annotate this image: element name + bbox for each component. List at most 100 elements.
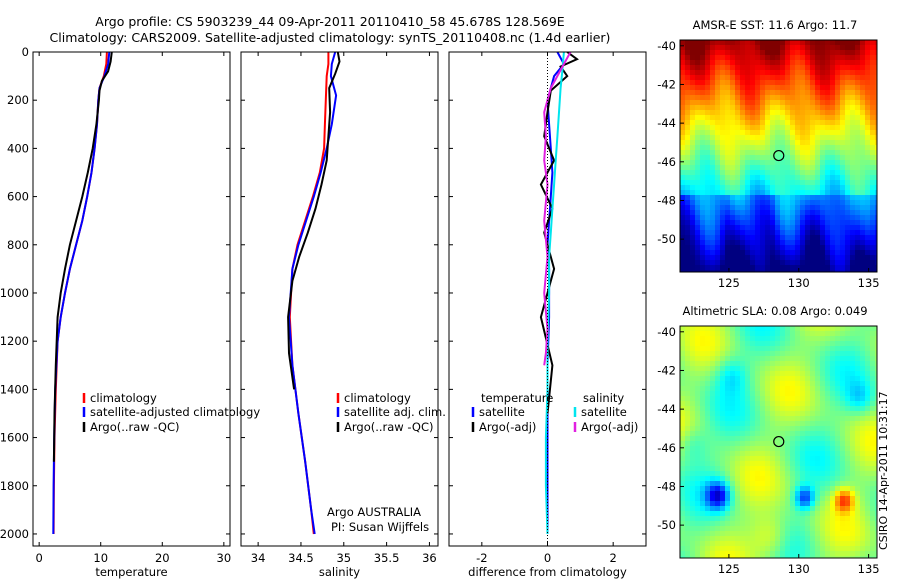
sla_map-cell bbox=[725, 361, 731, 367]
sla_map-cell bbox=[680, 366, 686, 372]
sla_map-cell bbox=[830, 516, 836, 522]
sla_map-cell bbox=[690, 446, 696, 452]
sst_map-cell bbox=[720, 240, 726, 246]
sla_map-cell bbox=[780, 511, 786, 517]
sla_map-cell bbox=[735, 431, 741, 437]
sla_map-cell bbox=[740, 516, 746, 522]
sla_map-cell bbox=[705, 351, 711, 357]
sla_map-cell bbox=[690, 501, 696, 507]
sst_map-cell bbox=[805, 265, 811, 271]
sla_map-cell bbox=[845, 421, 851, 427]
sst_map-cell bbox=[735, 45, 741, 51]
sst_map-cell bbox=[865, 190, 871, 196]
sla_map-cell bbox=[710, 366, 716, 372]
sla_map-cell bbox=[720, 511, 726, 517]
sla_map-cell bbox=[725, 446, 731, 452]
sla_map-cell bbox=[825, 426, 831, 432]
sla_map-cell bbox=[825, 501, 831, 507]
sla_map-cell bbox=[685, 466, 691, 472]
sla_map-cell bbox=[765, 531, 771, 537]
sst_map-xtick-label: 130 bbox=[788, 276, 810, 290]
sla_map-cell bbox=[705, 356, 711, 362]
sla_map-cell bbox=[850, 396, 856, 402]
sst_map-cell bbox=[740, 100, 746, 106]
sst_map-cell bbox=[830, 95, 836, 101]
sla_map-cell bbox=[770, 471, 776, 477]
sst_map-cell bbox=[745, 240, 751, 246]
sst_map-cell bbox=[725, 250, 731, 256]
sla_map-cell bbox=[760, 476, 766, 482]
sla_map-cell bbox=[790, 416, 796, 422]
sst_map-cell bbox=[705, 45, 711, 51]
sst_map-cell bbox=[850, 180, 856, 186]
sla_map-cell bbox=[870, 461, 876, 467]
sst_map-cell bbox=[850, 250, 856, 256]
sst_map-cell bbox=[850, 170, 856, 176]
sla_map-cell bbox=[760, 486, 766, 492]
sla_map-cell bbox=[680, 351, 686, 357]
sst_map-cell bbox=[710, 140, 716, 146]
sst_map-cell bbox=[840, 205, 846, 211]
sst_map-cell bbox=[755, 95, 761, 101]
sst_map-cell bbox=[875, 250, 877, 256]
sla_map-cell bbox=[740, 351, 746, 357]
sst_map-cell bbox=[695, 105, 701, 111]
sla_map-cell bbox=[730, 436, 736, 442]
sst_map-cell bbox=[800, 150, 806, 156]
sst_map-cell bbox=[830, 230, 836, 236]
sst_map-cell bbox=[795, 135, 801, 141]
sla_map-cell bbox=[795, 381, 801, 387]
sst_map-cell bbox=[840, 65, 846, 71]
sst_map-cell bbox=[860, 60, 866, 66]
sla_map-cell bbox=[700, 441, 706, 447]
sla_map-cell bbox=[740, 496, 746, 502]
sst_map-cell bbox=[780, 225, 786, 231]
sst_map-cell bbox=[870, 120, 876, 126]
sla_map-cell bbox=[860, 521, 866, 527]
sst_map-cell bbox=[845, 145, 851, 151]
sst_map-cell bbox=[870, 175, 876, 181]
sla_map-cell bbox=[705, 346, 711, 352]
sla_map-cell bbox=[800, 436, 806, 442]
sst_map-cell bbox=[830, 70, 836, 76]
sst_map-cell bbox=[690, 85, 696, 91]
sla_map-cell bbox=[765, 371, 771, 377]
sst_map-cell bbox=[775, 120, 781, 126]
sst_map-cell bbox=[760, 105, 766, 111]
sst_map-cell bbox=[710, 225, 716, 231]
sst_map-cell bbox=[725, 45, 731, 51]
sla_map-cell bbox=[700, 356, 706, 362]
sla_map-cell bbox=[820, 486, 826, 492]
sla_map-cell bbox=[755, 421, 761, 427]
sla_map-cell bbox=[750, 461, 756, 467]
sst_map-cell bbox=[730, 70, 736, 76]
sst_map-cell bbox=[805, 90, 811, 96]
sla_map-cell bbox=[870, 361, 876, 367]
sla_map-cell bbox=[830, 341, 836, 347]
sst_map-cell bbox=[695, 45, 701, 51]
sst_map-cell bbox=[815, 185, 821, 191]
sla_map-cell bbox=[755, 516, 761, 522]
sla_map-cell bbox=[785, 356, 791, 362]
sla_map-cell bbox=[710, 361, 716, 367]
sla_map-cell bbox=[870, 331, 876, 337]
sst_map-cell bbox=[750, 115, 756, 121]
sst_map-cell bbox=[775, 165, 781, 171]
sla_map-cell bbox=[790, 556, 796, 558]
sst_map-cell bbox=[755, 40, 761, 46]
sst_map-cell bbox=[825, 225, 831, 231]
sla_map-cell bbox=[735, 381, 741, 387]
sst_map-cell bbox=[825, 140, 831, 146]
sla_map-cell bbox=[720, 536, 726, 542]
sst_map-cell bbox=[710, 245, 716, 251]
sst_map-cell bbox=[815, 125, 821, 131]
sst_map-cell bbox=[750, 105, 756, 111]
sst_map-cell bbox=[750, 75, 756, 81]
sla_map-cell bbox=[715, 551, 721, 557]
sla_map-cell bbox=[745, 456, 751, 462]
sla_map-cell bbox=[750, 466, 756, 472]
sla_map-cell bbox=[850, 526, 856, 532]
sst_map-cell bbox=[850, 145, 856, 151]
sla_map-cell bbox=[770, 346, 776, 352]
sst_map-cell bbox=[705, 50, 711, 56]
